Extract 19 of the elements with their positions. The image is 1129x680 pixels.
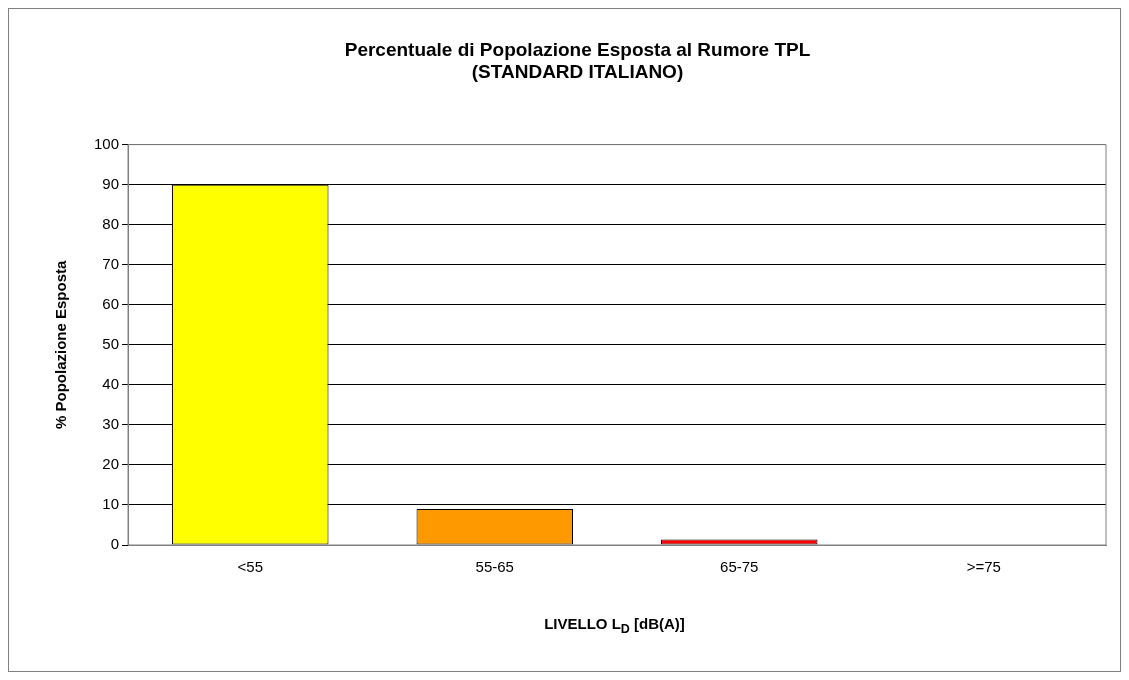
x-tick-label: 65-75 (720, 558, 759, 576)
y-tick-label: 30 (102, 415, 120, 433)
y-axis-title: % Popolazione Esposta (52, 259, 70, 429)
x-axis-title: LIVELLO L$_{D}$ [dB(A)] (543, 615, 686, 636)
y-tick-label: 80 (102, 214, 120, 232)
y-tick-label: 90 (102, 174, 120, 192)
y-tick-label: 100 (94, 134, 120, 152)
y-tick-label: 20 (102, 455, 120, 473)
y-tick-label: 70 (102, 254, 120, 272)
y-tick-label: 10 (102, 495, 120, 513)
x-tick-label: <55 (237, 558, 263, 576)
chart-subtitle: (STANDARD ITALIANO) (471, 61, 684, 83)
x-tick-label: 55-65 (475, 558, 514, 576)
y-tick-label: 50 (102, 334, 120, 352)
chart-title: Percentuale di Popolazione Esposta al Rumore TPL (344, 38, 811, 60)
y-tick-label: 0 (110, 535, 120, 553)
y-tick-label: 40 (102, 374, 120, 392)
y-tick-label: 60 (102, 294, 120, 312)
x-tick-label: >=75 (966, 558, 1001, 576)
